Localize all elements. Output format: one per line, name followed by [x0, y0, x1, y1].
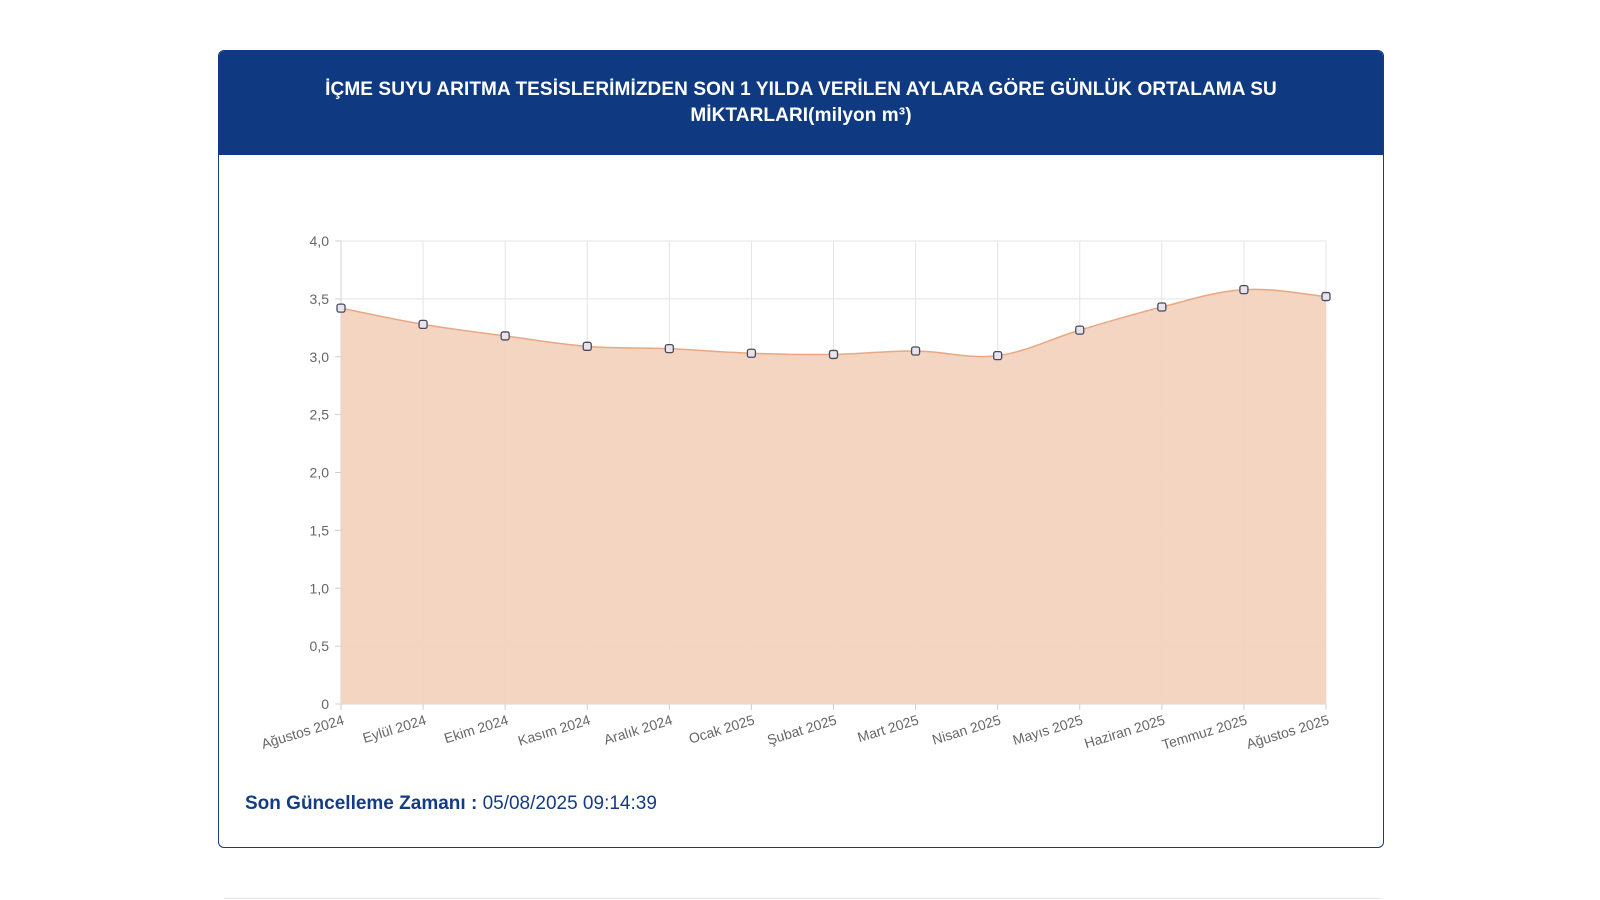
data-point — [828, 349, 839, 360]
last-update: Son Güncelleme Zamanı : 05/08/2025 09:14… — [245, 793, 657, 815]
data-point — [664, 343, 674, 354]
x-tick-label: Kasım 2024 — [516, 712, 592, 749]
x-tick-label: Ağustos 2025 — [1244, 712, 1331, 752]
chart-card: İÇME SUYU ARITMA TESİSLERİMİZDEN SON 1 Y… — [218, 50, 1384, 848]
y-tick-label: 3,0 — [310, 349, 330, 365]
chart-area: 0 0,5 1,0 1,5 2,0 2,5 3,0 3,5 4,0 Ağustos 2024 Eyl… — [219, 155, 1383, 755]
last-update-label: Son Güncelleme Zamanı : — [245, 793, 478, 814]
x-tick-label: Mart 2025 — [855, 712, 920, 746]
chart-title: İÇME SUYU ARITMA TESİSLERİMİZDEN SON 1 Y… — [325, 79, 1277, 126]
y-tick-label: 0,5 — [310, 638, 330, 654]
y-tick-label: 1,5 — [310, 522, 330, 538]
x-tick-label: Temmuz 2025 — [1160, 712, 1249, 753]
x-tick-label: Eylül 2024 — [361, 712, 428, 746]
x-tick-label: Ocak 2025 — [687, 712, 757, 747]
data-point — [1321, 291, 1331, 302]
data-point — [336, 303, 346, 313]
y-tick-label: 2,0 — [310, 465, 330, 481]
data-point — [1157, 302, 1167, 312]
x-tick-label: Ekim 2024 — [442, 712, 510, 747]
y-tick-label: 2,5 — [310, 407, 330, 423]
data-point — [500, 331, 510, 341]
y-tick-label: 3,5 — [310, 291, 330, 307]
x-tick-label: Aralık 2024 — [602, 712, 675, 748]
data-point — [1239, 284, 1249, 295]
data-point — [993, 350, 1003, 361]
x-tick-label: Haziran 2025 — [1082, 712, 1167, 752]
x-tick-label: Nisan 2025 — [930, 712, 1003, 748]
x-tick-label: Ağustos 2024 — [259, 712, 346, 752]
data-point — [1075, 325, 1085, 335]
data-point — [418, 319, 428, 329]
y-tick-label: 4,0 — [310, 233, 330, 249]
card-header: İÇME SUYU ARITMA TESİSLERİMİZDEN SON 1 Y… — [219, 51, 1383, 155]
x-tick-label: Mayıs 2025 — [1011, 712, 1085, 749]
line-area-chart: 0 0,5 1,0 1,5 2,0 2,5 3,0 3,5 4,0 Ağustos 2024 Eyl… — [259, 233, 1331, 753]
data-point — [910, 346, 921, 356]
last-update-value: 05/08/2025 09:14:39 — [482, 793, 657, 814]
x-tick-label: Şubat 2025 — [765, 712, 838, 748]
divider — [224, 898, 1380, 899]
data-point — [582, 341, 592, 351]
y-tick-label: 1,0 — [310, 580, 330, 596]
data-point — [746, 348, 757, 358]
y-tick-label: 0 — [321, 696, 329, 712]
series-area — [341, 289, 1326, 704]
